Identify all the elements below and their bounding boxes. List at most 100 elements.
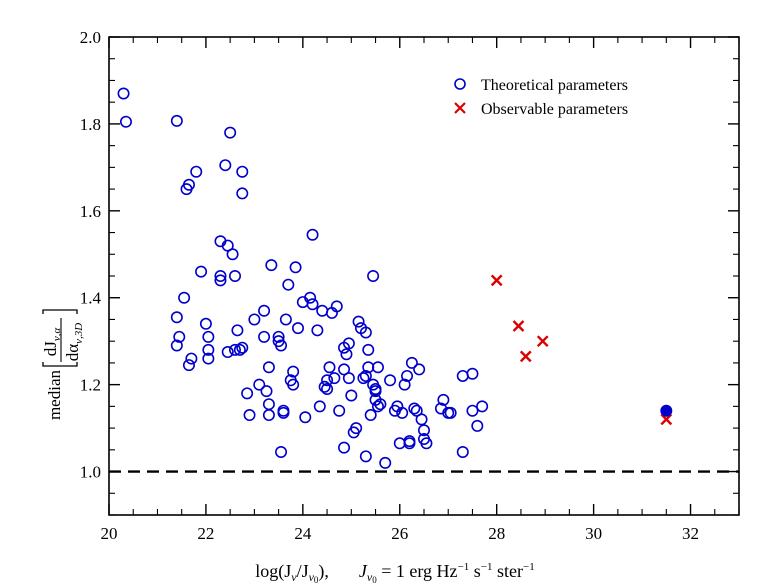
- theoretical-point: [202, 330, 215, 343]
- theoretical-point: [384, 374, 397, 387]
- theoretical-point: [396, 406, 409, 419]
- legend-label-observable: Observable parameters: [481, 101, 628, 118]
- theoretical-point: [277, 406, 290, 419]
- x-tick-label: 20: [101, 524, 118, 543]
- theoretical-point: [226, 248, 239, 261]
- theoretical-point: [119, 115, 132, 128]
- theoretical-point: [379, 456, 392, 469]
- theoretical-point: [224, 126, 237, 139]
- theoretical-point: [403, 437, 416, 450]
- theoretical-point: [444, 406, 457, 419]
- theoretical-point: [182, 178, 195, 191]
- theoretical-point: [231, 324, 244, 337]
- svg-text:dαν,3D: dαν,3D: [63, 323, 85, 362]
- theoretical-point: [260, 385, 273, 398]
- theoretical-point: [117, 87, 130, 100]
- theoretical-point: [333, 404, 346, 417]
- theoretical-point: [456, 445, 469, 458]
- theoretical-point: [248, 313, 261, 326]
- theoretical-point: [258, 304, 271, 317]
- x-tick-label: 26: [391, 524, 408, 543]
- theoretical-point: [265, 259, 278, 272]
- theoretical-point: [401, 369, 414, 382]
- theoretical-point: [466, 404, 479, 417]
- theoretical-point: [289, 261, 302, 274]
- x-axis-label: log(Jν/Jν0), Jν0 = 1 erg Hz−1 s−1 ster−1: [255, 561, 534, 585]
- theoretical-point: [304, 291, 317, 304]
- legend-x-icon: [454, 102, 466, 114]
- y-tick-label: 1.0: [80, 463, 101, 482]
- theoretical-point: [287, 365, 300, 378]
- theoretical-point: [279, 313, 292, 326]
- theoretical-point: [170, 311, 183, 324]
- theoretical-point: [282, 278, 295, 291]
- theoretical-point: [190, 165, 203, 178]
- theoretical-point: [357, 372, 370, 385]
- theoretical-point: [178, 291, 191, 304]
- theoretical-point: [202, 352, 215, 365]
- theoretical-point: [306, 228, 319, 241]
- theoretical-point: [437, 393, 450, 406]
- theoretical-point: [359, 450, 372, 463]
- legend-label-theoretical: Theoretical parameters: [481, 77, 628, 94]
- theoretical-point: [352, 315, 365, 328]
- theoretical-point: [272, 330, 285, 343]
- theoretical-point: [345, 389, 358, 402]
- theoretical-point: [253, 378, 266, 391]
- theoretical-point: [170, 114, 183, 127]
- x-tick-label: 22: [197, 524, 214, 543]
- y-tick-label: 2.0: [80, 28, 101, 47]
- theoretical-point: [233, 343, 246, 356]
- theoretical-point: [236, 165, 249, 178]
- y-axis-label: median dJν,α dαν,3D: [41, 309, 85, 420]
- theoretical-point: [330, 300, 343, 313]
- theoretical-point: [466, 367, 479, 380]
- y-tick-label: 1.4: [80, 289, 102, 308]
- theoretical-point: [359, 369, 372, 382]
- theoretical-point: [338, 441, 351, 454]
- theoretical-point: [199, 317, 212, 330]
- theoretical-point: [371, 361, 384, 374]
- theoretical-point: [318, 380, 331, 393]
- theoretical-point: [471, 419, 484, 432]
- theoretical-point: [420, 437, 433, 450]
- theoretical-point: [417, 424, 430, 437]
- theoretical-point: [214, 274, 227, 287]
- observable-point: [512, 320, 525, 332]
- theoretical-point: [367, 269, 380, 282]
- theoretical-point: [371, 400, 384, 413]
- y-tick-label: 1.8: [80, 115, 101, 134]
- theoretical-point: [299, 411, 312, 424]
- theoretical-point: [173, 330, 186, 343]
- x-tick-label: 32: [682, 524, 699, 543]
- theoretical-point: [275, 445, 288, 458]
- theoretical-point: [415, 413, 428, 426]
- svg-text:dJν,α: dJν,α: [41, 328, 63, 357]
- theoretical-point: [202, 343, 215, 356]
- theoretical-point: [243, 409, 256, 422]
- theoretical-point: [195, 265, 208, 278]
- theoretical-point: [275, 339, 288, 352]
- theoretical-point: [405, 356, 418, 369]
- theoretical-point: [262, 409, 275, 422]
- data-markers: [117, 87, 673, 469]
- theoretical-point: [291, 322, 304, 335]
- y-tick-label: 1.6: [80, 202, 101, 221]
- legend-circle-icon: [454, 78, 466, 90]
- theoretical-point: [398, 378, 411, 391]
- theoretical-point: [229, 269, 242, 282]
- x-tick-label: 30: [585, 524, 602, 543]
- theoretical-point: [359, 326, 372, 339]
- theoretical-point: [219, 159, 232, 172]
- theoretical-point: [170, 339, 183, 352]
- observable-point: [660, 413, 673, 426]
- observable-point: [536, 335, 549, 348]
- theoretical-point: [306, 298, 319, 311]
- theoretical-point: [311, 324, 324, 337]
- theoretical-point: [364, 409, 377, 422]
- theoretical-point: [323, 361, 336, 374]
- theoretical-point: [362, 343, 375, 356]
- theoretical-point: [241, 387, 254, 400]
